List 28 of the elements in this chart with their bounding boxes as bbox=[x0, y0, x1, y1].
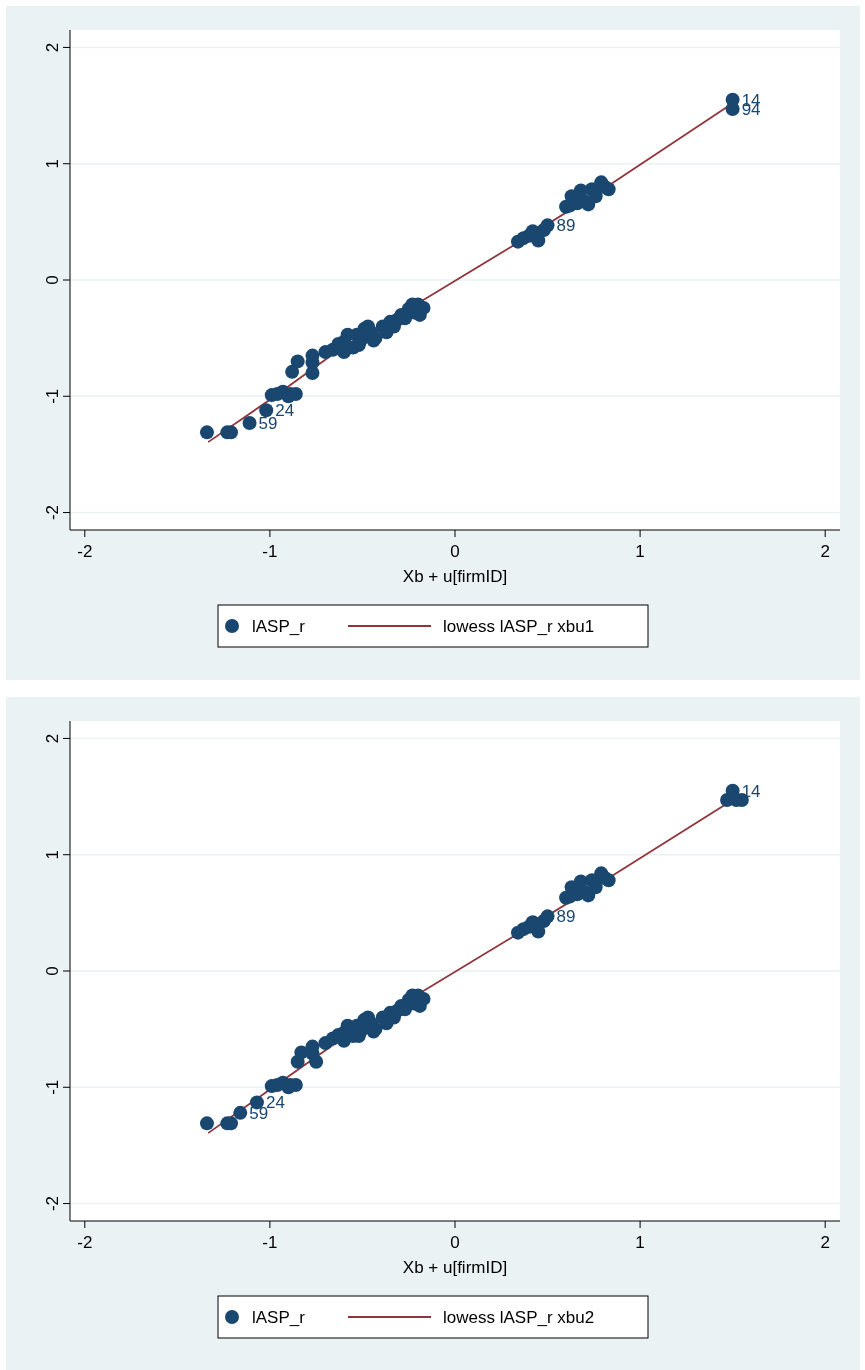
x-tick-label: 0 bbox=[450, 542, 460, 561]
x-tick-label: 2 bbox=[820, 542, 830, 561]
legend-label: lowess lASP_r xbu2 bbox=[443, 1308, 595, 1327]
y-tick-label: 1 bbox=[43, 158, 62, 169]
y-tick-label: 1 bbox=[43, 849, 62, 860]
x-tick-label: -2 bbox=[77, 542, 93, 561]
x-tick-label: 1 bbox=[635, 542, 645, 561]
x-tick-label: 0 bbox=[450, 1233, 460, 1252]
legend-label: lowess lASP_r xbu1 bbox=[443, 617, 595, 636]
y-tick-label: 0 bbox=[43, 966, 62, 976]
annotation: 89 bbox=[556, 907, 576, 927]
y-tick-label: -1 bbox=[43, 388, 62, 404]
x-tick-label: -1 bbox=[262, 542, 278, 561]
legend-label: lASP_r bbox=[252, 617, 306, 636]
y-tick-label: -1 bbox=[43, 1079, 62, 1095]
x-axis-title: Xb + u[firmID] bbox=[402, 1258, 508, 1277]
x-tick-label: 1 bbox=[635, 1233, 645, 1252]
x-tick-label: 2 bbox=[820, 1233, 830, 1252]
x-tick-label: -1 bbox=[262, 1233, 278, 1252]
y-tick-label: -2 bbox=[43, 505, 62, 521]
y-tick-label: 2 bbox=[43, 733, 62, 744]
y-tick-label: -2 bbox=[43, 1196, 62, 1212]
legend-label: lASP_r bbox=[252, 1308, 306, 1327]
annotation: 89 bbox=[556, 216, 576, 236]
y-tick-label: 2 bbox=[43, 42, 62, 53]
x-axis-title: Xb + u[firmID] bbox=[402, 567, 508, 586]
y-tick-label: 0 bbox=[43, 275, 62, 285]
x-tick-label: -2 bbox=[77, 1233, 93, 1252]
